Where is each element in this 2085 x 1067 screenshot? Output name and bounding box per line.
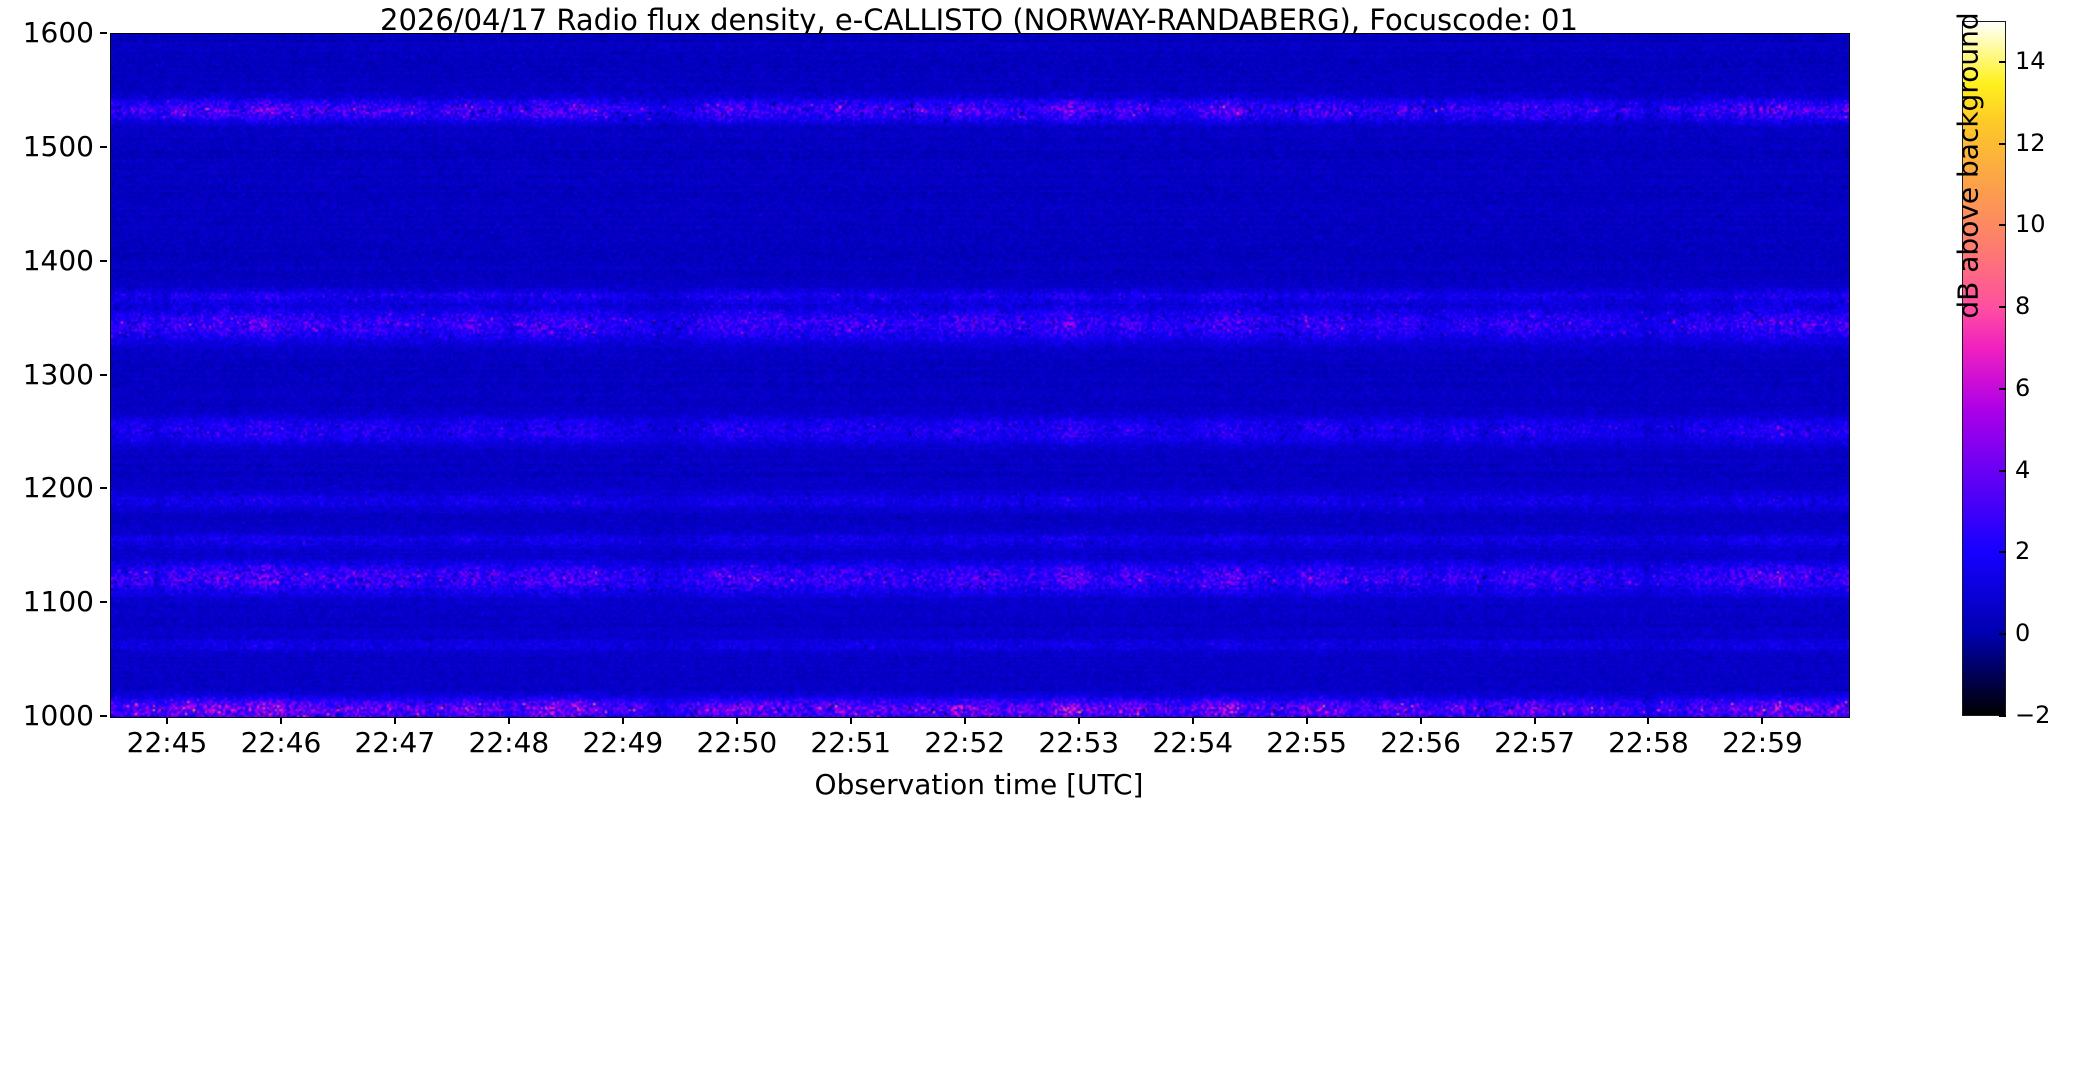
colorbar-tick-mark <box>1999 387 2006 390</box>
x-tick-label: 22:53 <box>1038 726 1120 759</box>
colorbar-tick-label: 2 <box>2015 537 2031 566</box>
colorbar-tick-mark <box>1999 142 2006 145</box>
y-tick-mark <box>100 373 107 376</box>
page-title: 2026/04/17 Radio flux density, e-CALLIST… <box>380 3 1578 37</box>
x-tick-mark <box>280 717 283 724</box>
x-tick-mark <box>393 717 396 724</box>
x-tick-mark <box>1533 717 1536 724</box>
x-tick-label: 22:56 <box>1380 726 1461 759</box>
y-tick-label: 1200 <box>22 471 94 505</box>
x-tick-label: 22:49 <box>582 726 664 759</box>
colorbar-tick-label: 12 <box>2015 128 2046 157</box>
y-tick-mark <box>100 487 107 490</box>
x-tick-mark <box>166 717 168 724</box>
x-tick-label: 22:57 <box>1494 726 1575 759</box>
x-tick-mark <box>621 717 624 724</box>
x-tick-mark <box>1761 717 1764 724</box>
colorbar-tick-mark <box>1999 224 2006 227</box>
x-tick-label: 22:54 <box>1152 726 1234 759</box>
colorbar-tick-mark <box>1999 469 2006 472</box>
y-tick-label: 1100 <box>22 585 94 619</box>
colorbar[interactable]: 14 12 10 8 6 4 2 0 −2 <box>1962 21 2050 729</box>
x-tick-label: 22:51 <box>810 726 892 759</box>
y-tick-label: 1300 <box>22 357 94 391</box>
y-tick-label: 1600 <box>22 16 94 49</box>
x-tick-mark <box>963 717 966 724</box>
x-tick-label: 22:46 <box>240 726 322 759</box>
colorbar-tick-mark <box>1999 60 2006 63</box>
colorbar-tick-mark <box>1999 306 2006 309</box>
colorbar-gradient <box>1962 21 2006 716</box>
y-tick-label: 1500 <box>22 129 94 163</box>
y-tick-label: 1400 <box>22 243 94 277</box>
spectrogram-plot[interactable] <box>110 33 1850 718</box>
colorbar-tick-label: −2 <box>2015 701 2051 729</box>
colorbar-tick-label: 0 <box>2015 619 2031 648</box>
colorbar-tick-mark <box>1999 551 2006 554</box>
x-tick-mark <box>1419 717 1422 724</box>
colorbar-tick-label: 6 <box>2015 373 2031 402</box>
x-tick-mark <box>849 717 852 724</box>
y-tick-label: 1000 <box>22 699 94 732</box>
colorbar-tick-label: 10 <box>2015 210 2046 239</box>
x-tick-label: 22:48 <box>468 726 550 759</box>
y-tick-mark <box>100 32 107 34</box>
y-tick-mark <box>100 145 107 148</box>
spectrogram-image <box>111 34 1849 717</box>
x-tick-mark <box>1191 717 1194 724</box>
x-tick-mark <box>1077 717 1080 724</box>
x-tick-label: 22:55 <box>1266 726 1347 759</box>
colorbar-tick-label: 4 <box>2015 455 2031 484</box>
x-tick-label: 22:47 <box>354 726 436 759</box>
colorbar-tick-mark <box>1999 715 2006 717</box>
x-tick-label: 22:52 <box>924 726 1006 759</box>
x-tick-mark <box>507 717 510 724</box>
colorbar-tick-label: 8 <box>2015 292 2031 321</box>
y-tick-mark <box>100 259 107 262</box>
x-tick-mark <box>735 717 738 724</box>
x-tick-label: 22:50 <box>696 726 778 759</box>
y-tick-mark <box>100 715 107 717</box>
x-tick-mark <box>1647 717 1650 724</box>
colorbar-tick-label: 14 <box>2015 46 2046 75</box>
x-tick-mark <box>1305 717 1308 724</box>
x-axis-label: Observation time [UTC] <box>814 768 1144 801</box>
y-tick-mark <box>100 601 107 604</box>
x-tick-label: 22:58 <box>1608 726 1689 759</box>
x-tick-label: 22:59 <box>1722 726 1803 759</box>
x-tick-label: 22:45 <box>126 726 208 759</box>
colorbar-tick-mark <box>1999 633 2006 636</box>
colorbar-label: dB above background <box>1951 12 1985 319</box>
